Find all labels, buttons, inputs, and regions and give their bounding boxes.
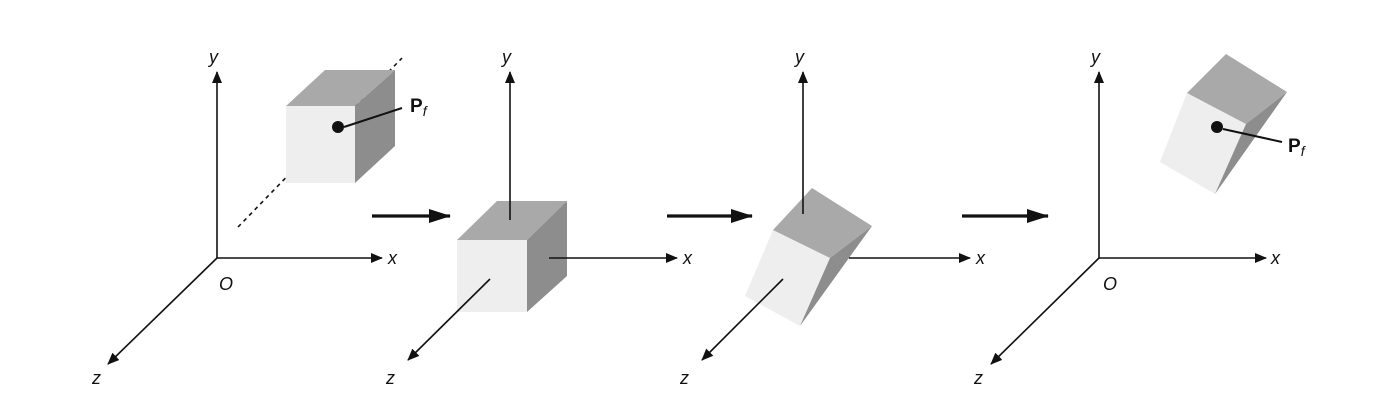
panel-1-block-top-face (286, 70, 395, 106)
panel-4-translated-back: y x z O Pf (973, 47, 1307, 388)
panel-4-axes: y x z O (973, 47, 1281, 388)
panel-1-block-side-face (355, 70, 395, 183)
panel-4-fixed-point-label: Pf (1288, 136, 1307, 159)
panel-4-block (1160, 54, 1287, 194)
panel-1-fixed-point-dot (332, 121, 344, 133)
panel-3-axes: y x z (679, 47, 986, 388)
panel-2-y-label: y (500, 47, 512, 67)
panel-1-point-base: P (410, 96, 423, 117)
panel-4-x-label: x (1270, 248, 1281, 268)
panel-4-block-top-face (1187, 54, 1287, 124)
panel-3-block-front-face (745, 230, 830, 326)
panel-1-block-front-face (286, 106, 355, 183)
panel-2-z-axis (407, 278, 491, 361)
panel-3-z-label: z (679, 368, 689, 388)
panel-3-block-top-face (773, 188, 872, 258)
panel-1-x-label: x (387, 248, 398, 268)
panel-4-y-label: y (1089, 47, 1101, 67)
panel-2-axes: y x z (385, 47, 693, 388)
panel-4-origin-label: O (1103, 274, 1117, 294)
panel-1-original-position: y x z O Pf (91, 47, 429, 388)
panel-4-block-side-face (1215, 92, 1287, 194)
panel-4-point-base: P (1288, 136, 1301, 157)
panel-4-fixed-point-dot (1211, 121, 1223, 133)
panel-1-z-label: z (91, 368, 101, 388)
panel-3-rotated-about-origin: y x z (679, 47, 986, 388)
panel-4-fixed-point-leader (1222, 128, 1283, 143)
panel-1-fixed-point-label: Pf (410, 96, 429, 119)
panel-4-z-label: z (973, 368, 983, 388)
panel-1-y-label: y (207, 47, 219, 67)
panel-1-fixed-point-leader (343, 107, 403, 128)
panel-2-block-side-face (527, 201, 567, 312)
panel-3-block-side-face (800, 226, 872, 326)
panel-2-x-label: x (682, 248, 693, 268)
panel-3-block (745, 188, 872, 326)
panel-4-z-axis (990, 257, 1100, 365)
panel-4-block-front-face (1160, 93, 1246, 194)
panel-4-point-subscript: f (1301, 143, 1307, 159)
panel-1-origin-label: O (219, 274, 233, 294)
panel-3-z-axis (701, 278, 784, 361)
panel-2-translated-to-origin: y x z (385, 47, 693, 388)
panel-2-z-label: z (385, 368, 395, 388)
panel-1-axes: y x z O (91, 47, 398, 388)
panel-3-y-label: y (793, 47, 805, 67)
panel-3-x-label: x (975, 248, 986, 268)
panel-2-block-top-face (457, 201, 567, 240)
panel-1-z-axis (107, 257, 218, 365)
panel-1-point-subscript: f (423, 103, 429, 119)
